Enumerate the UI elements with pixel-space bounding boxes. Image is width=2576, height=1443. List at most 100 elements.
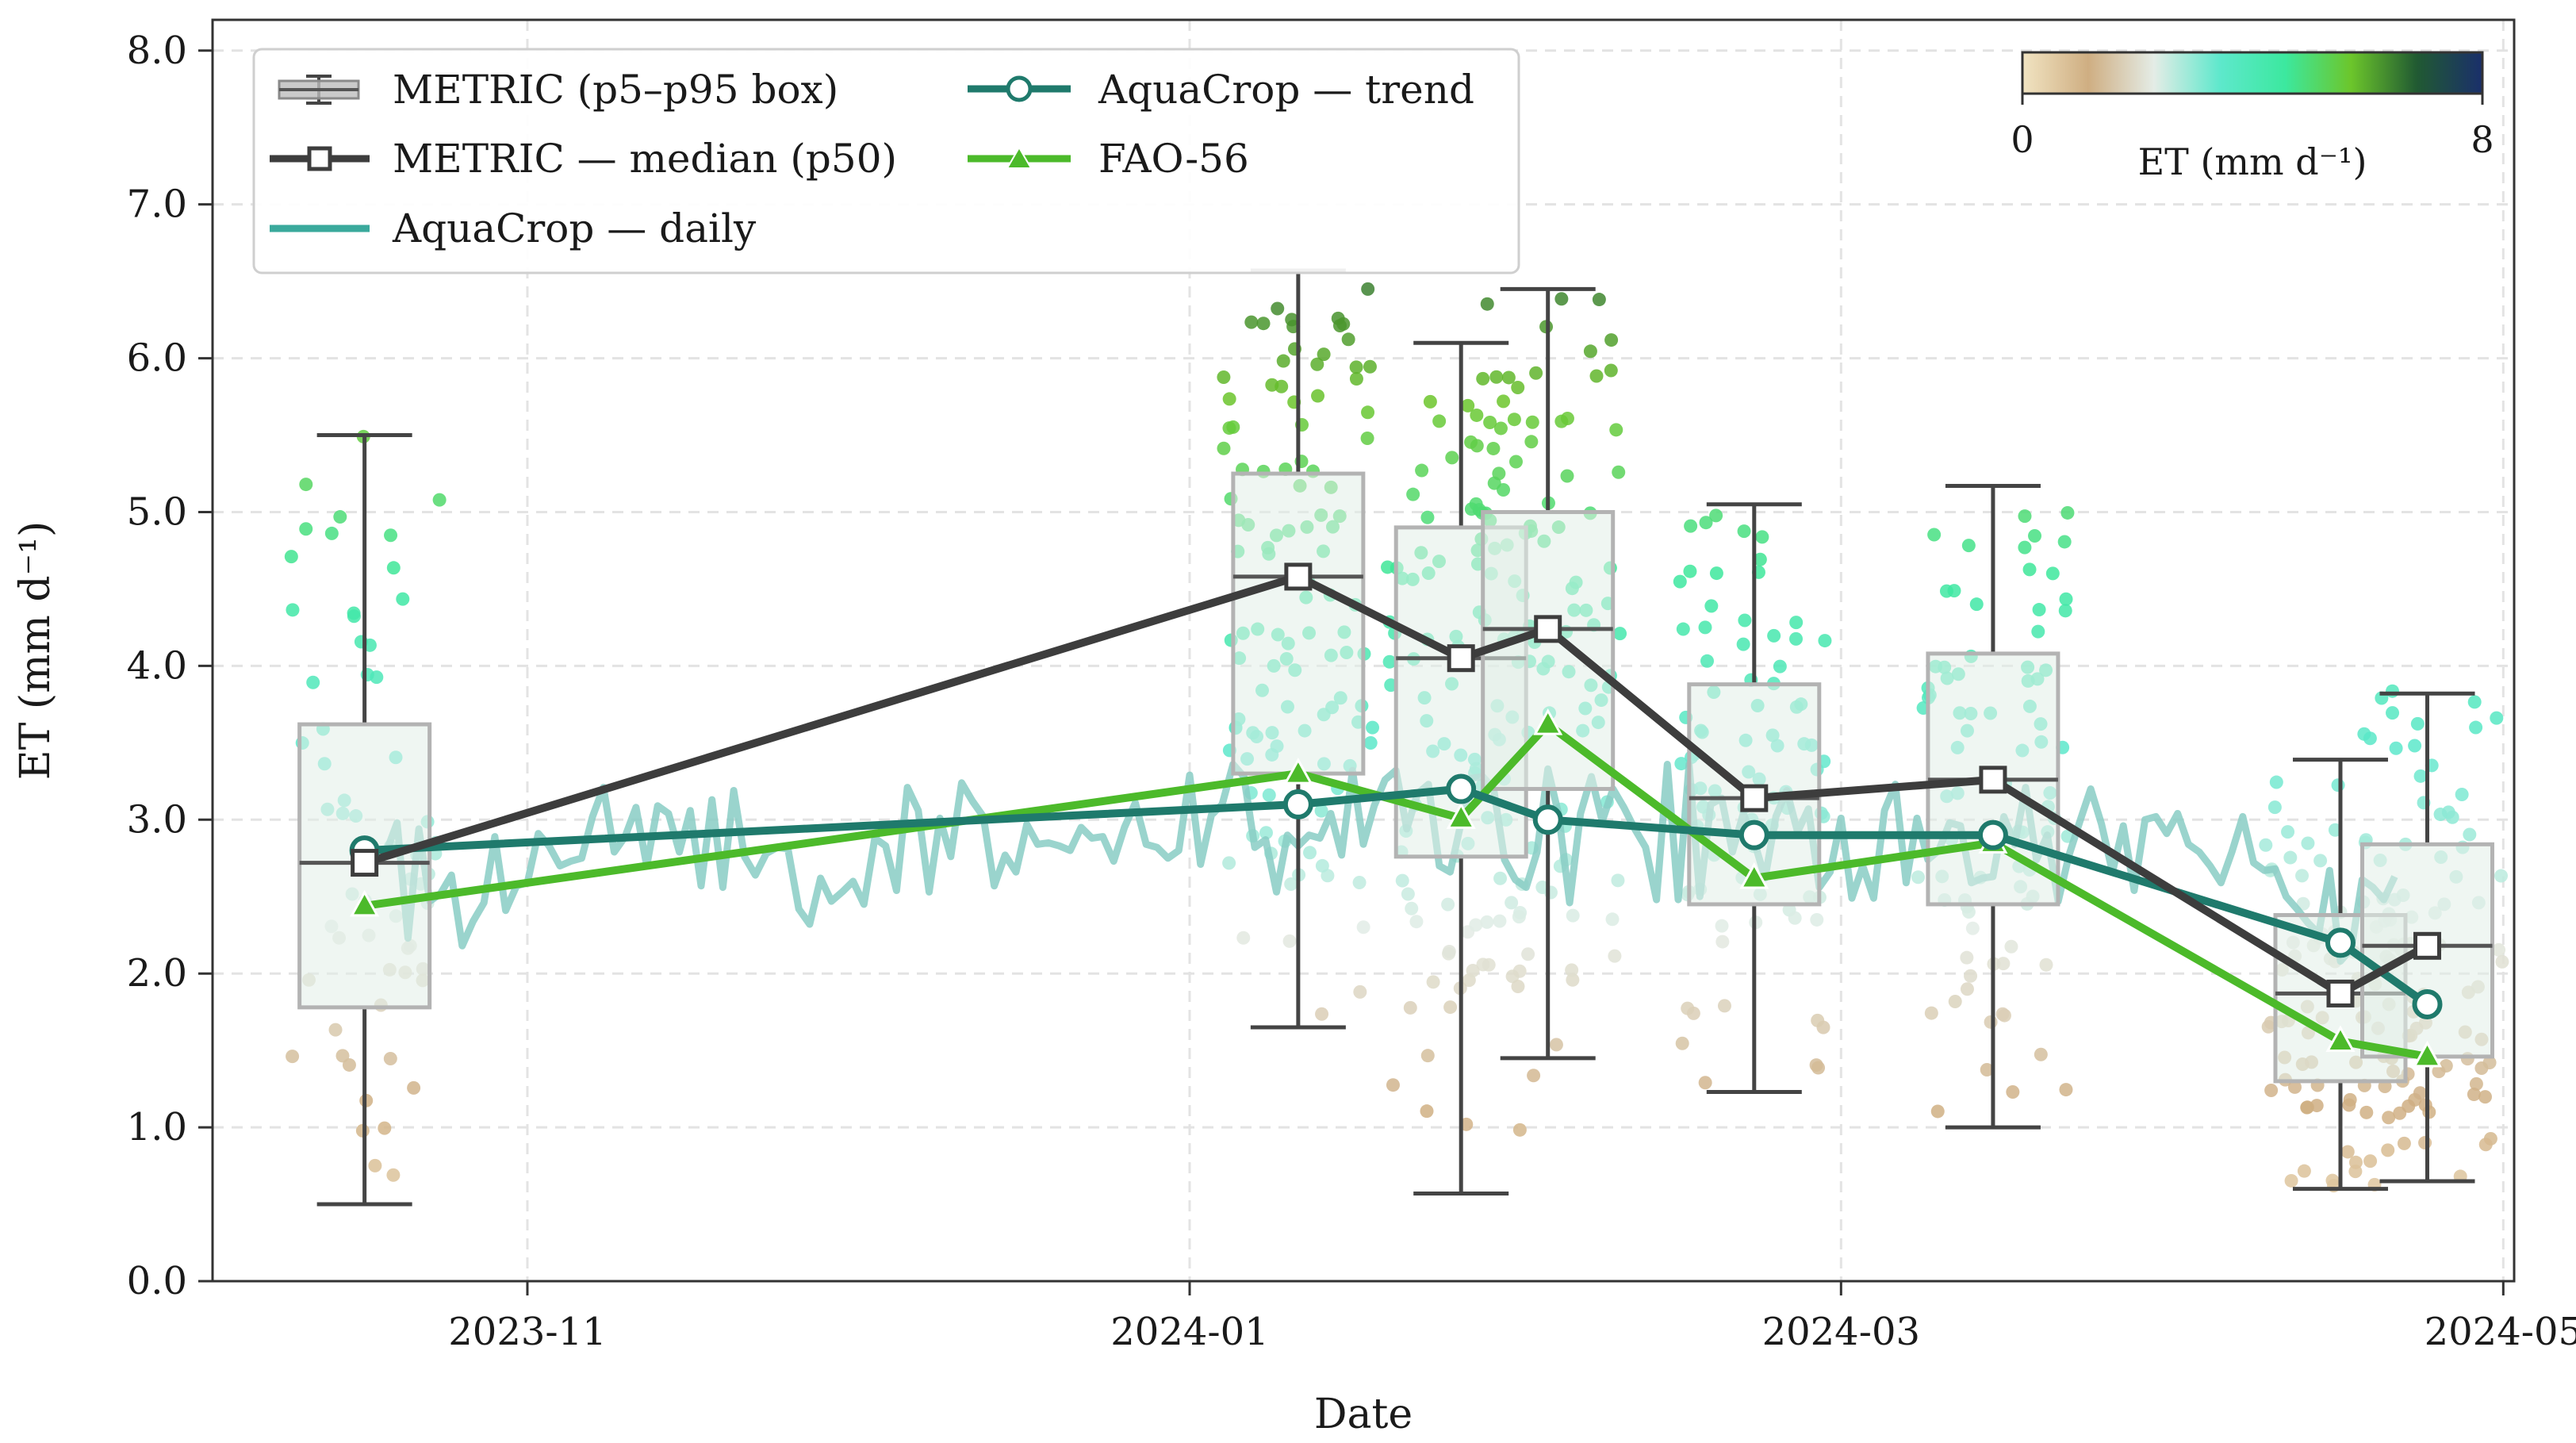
y-axis-label: ET (mm d⁻¹) (12, 521, 59, 780)
metric-point (2301, 836, 2315, 850)
metric-point (2402, 1099, 2416, 1113)
metric-point (1604, 363, 1618, 378)
legend-label-metric-median: METRIC — median (p50) (393, 136, 897, 182)
y-tick-label: 8.0 (127, 29, 187, 73)
metric-point (2397, 1136, 2411, 1150)
metric-point (1980, 1062, 1994, 1076)
metric-point (1381, 560, 1395, 574)
metric-point (2482, 1056, 2497, 1070)
metric-point (1469, 918, 1483, 932)
metric-point (1715, 934, 1730, 949)
metric-point (1482, 958, 1496, 972)
metric-point (1736, 637, 1750, 651)
metric-point (286, 1050, 300, 1064)
metric-point (1611, 873, 1625, 888)
metric-point (1560, 469, 1574, 483)
metric-point (2267, 800, 2282, 815)
metric-point (396, 592, 410, 606)
metric-point (2343, 1092, 2357, 1107)
metric-point (2058, 604, 2072, 618)
metric-point (1386, 1078, 1400, 1092)
metric-point (1789, 631, 1804, 646)
metric-point (1282, 934, 1297, 948)
metric-point (2495, 954, 2509, 969)
metric-point (2300, 1100, 2314, 1115)
metric-box (1231, 268, 1366, 1030)
metric-point (1405, 901, 1419, 915)
metric-point (2490, 711, 2504, 725)
series-line (363, 572, 2429, 998)
trend-marker (1738, 819, 1769, 850)
y-tick-label: 0.0 (127, 1259, 187, 1303)
metric-point (2381, 1143, 2395, 1157)
metric-point (1961, 904, 1976, 919)
metric-point (2445, 810, 2459, 824)
metric-point (2006, 1085, 2020, 1100)
metric-point (2032, 603, 2046, 617)
metric-point (1964, 969, 1978, 983)
median-marker (2413, 931, 2441, 960)
metric-point (1613, 627, 1627, 641)
metric-point (1608, 949, 1622, 963)
metric-point (1483, 415, 1497, 429)
metric-point (1356, 920, 1370, 934)
metric-point (2022, 562, 2037, 577)
metric-point (1709, 509, 1723, 523)
fao-marker (1283, 758, 1313, 785)
metric-point (1676, 622, 1690, 636)
metric-point (1961, 539, 1976, 553)
trend-marker (1446, 773, 1477, 804)
metric-point (1492, 466, 1506, 481)
metric-point (333, 510, 347, 524)
metric-point (2059, 1083, 2073, 1097)
legend-label-aquacrop-trend: AquaCrop — trend (1098, 67, 1474, 113)
metric-point (1609, 423, 1623, 437)
metric-point (2433, 808, 2448, 822)
metric-point (299, 522, 313, 536)
metric-point (2331, 778, 2345, 792)
metric-point (2418, 1136, 2432, 1150)
metric-point (1960, 950, 1974, 965)
metric-point (1470, 408, 1484, 422)
median-marker (1447, 644, 1475, 673)
metric-point (2359, 1105, 2374, 1119)
metric-point (1493, 421, 1508, 436)
metric-point (1604, 333, 1619, 347)
metric-point (1535, 881, 1550, 895)
metric-point (2467, 695, 2482, 709)
metric-point (1461, 398, 1475, 413)
metric-point (2463, 827, 2477, 842)
metric-point (1521, 947, 1535, 961)
metric-point (2478, 1138, 2493, 1152)
metric-point (1314, 804, 1328, 818)
metric-point (1415, 463, 1429, 478)
metric-point (1409, 915, 1424, 929)
metric-point (2284, 1173, 2298, 1188)
metric-point (1470, 439, 1484, 453)
metric-point (1363, 359, 1377, 374)
median-marker (1979, 766, 2007, 794)
fao-marker (1739, 862, 1769, 889)
fao-marker (1533, 708, 1563, 735)
metric-point (2034, 1047, 2048, 1061)
metric-point (1256, 317, 1271, 331)
metric-point (2478, 1090, 2492, 1104)
metric-point (1612, 465, 1626, 479)
legend-label-aquacrop-daily: AquaCrop — daily (392, 205, 757, 251)
metric-point (1317, 347, 1331, 362)
box-body (1231, 471, 1366, 776)
metric-point (1275, 379, 1289, 393)
metric-point (1995, 1007, 2010, 1021)
metric-point (2018, 540, 2032, 555)
metric-point (1698, 620, 1712, 635)
metric-point (1565, 963, 1579, 977)
metric-point (2408, 739, 2422, 753)
metric-point (1403, 1000, 1417, 1015)
x-tick-label: 2024-01 (1110, 1310, 1268, 1354)
metric-point (2340, 1145, 2355, 1159)
metric-point (1262, 788, 1276, 802)
metric-point (1948, 995, 1962, 1009)
metric-point (1704, 599, 1719, 613)
median-marker (1284, 562, 1313, 591)
metric-point (1476, 371, 1490, 386)
